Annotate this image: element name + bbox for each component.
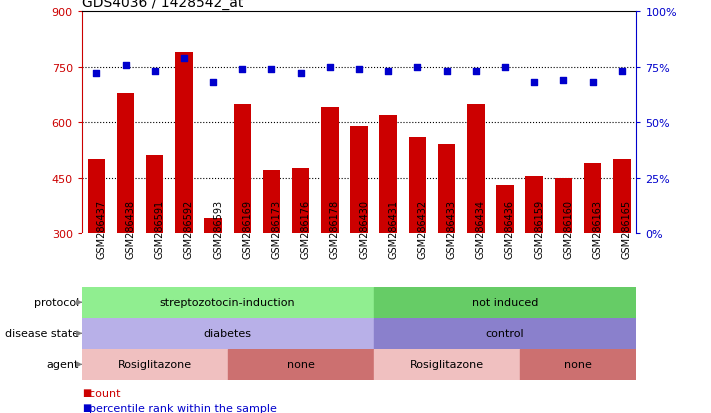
Text: control: control	[486, 328, 524, 339]
Text: count: count	[82, 389, 120, 399]
Point	[353, 66, 365, 73]
Bar	[351, 126, 368, 344]
Text: agent: agent	[47, 359, 79, 370]
Bar	[584, 164, 602, 344]
Point	[266, 66, 277, 73]
Bar	[321, 108, 338, 344]
Bar	[117, 93, 134, 344]
Point	[383, 69, 394, 75]
Bar	[82, 349, 228, 380]
Bar	[82, 318, 374, 349]
Point	[441, 69, 452, 75]
Point	[120, 62, 132, 69]
Bar	[380, 116, 397, 344]
Point	[528, 80, 540, 86]
Text: streptozotocin-induction: streptozotocin-induction	[160, 297, 296, 308]
Point	[470, 69, 481, 75]
Bar	[292, 169, 309, 344]
Text: percentile rank within the sample: percentile rank within the sample	[82, 403, 277, 413]
Bar	[233, 104, 251, 344]
Point	[616, 69, 627, 75]
Bar	[82, 287, 374, 318]
Point	[295, 71, 306, 78]
Point	[324, 64, 336, 71]
Bar	[374, 349, 520, 380]
Point	[412, 64, 423, 71]
Text: GDS4036 / 1428542_at: GDS4036 / 1428542_at	[82, 0, 243, 10]
Point	[149, 69, 161, 75]
Point	[237, 66, 248, 73]
Point	[178, 55, 190, 62]
Text: none: none	[564, 359, 592, 370]
Bar	[374, 318, 636, 349]
Text: none: none	[287, 359, 314, 370]
Bar	[520, 349, 636, 380]
Text: diabetes: diabetes	[204, 328, 252, 339]
Text: ■: ■	[82, 387, 92, 397]
Bar	[525, 176, 543, 344]
Text: not induced: not induced	[472, 297, 538, 308]
Bar	[409, 138, 426, 344]
Bar	[438, 145, 455, 344]
Bar	[263, 171, 280, 344]
Bar	[555, 178, 572, 344]
Point	[499, 64, 510, 71]
Bar	[146, 156, 164, 344]
Bar	[374, 287, 636, 318]
Text: Rosiglitazone: Rosiglitazone	[118, 359, 192, 370]
Bar	[175, 53, 193, 344]
Point	[557, 78, 569, 84]
Bar	[496, 185, 514, 344]
Bar	[467, 104, 485, 344]
Text: Rosiglitazone: Rosiglitazone	[410, 359, 483, 370]
Text: ■: ■	[82, 402, 92, 412]
Point	[587, 80, 598, 86]
Bar	[228, 349, 374, 380]
Bar	[87, 160, 105, 344]
Point	[208, 80, 219, 86]
Text: protocol: protocol	[33, 297, 79, 308]
Text: disease state: disease state	[5, 328, 79, 339]
Bar	[613, 160, 631, 344]
Point	[91, 71, 102, 78]
Bar	[204, 218, 222, 344]
